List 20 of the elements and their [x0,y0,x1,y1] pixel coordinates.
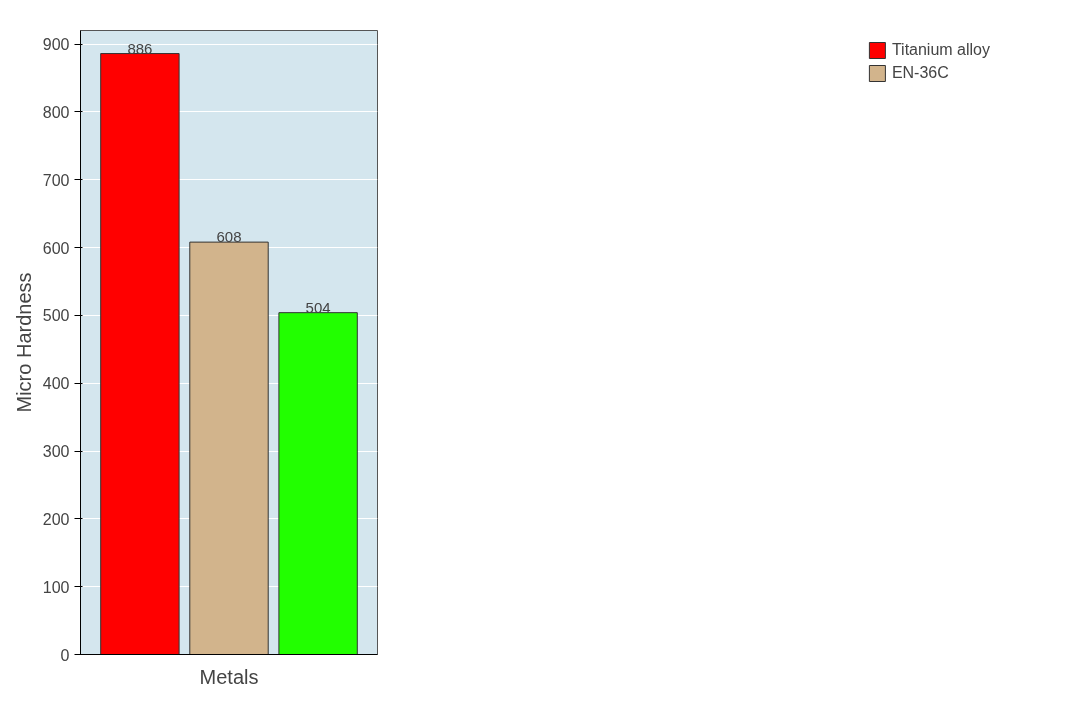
legend-label: EN-36C [891,64,949,82]
bar [100,53,180,655]
bar [189,241,269,655]
y-tick-label: 600 [42,239,70,257]
y-tick-label: 700 [42,171,70,189]
y-tick-label: 800 [42,103,70,121]
data-label: 886 [127,39,153,57]
y-tick-label: 200 [42,510,70,528]
legend-label: Titanium alloy [891,41,990,59]
y-tick-label: 100 [42,578,70,596]
x-axis-title: Metals [199,665,259,688]
data-label: 504 [305,298,331,316]
y-tick-label: 900 [42,36,70,54]
y-tick-label: 300 [42,443,70,461]
y-tick-label: 400 [42,375,70,393]
data-label: 608 [216,228,242,246]
y-axis-title: Micro Hardness [12,272,35,413]
y-tick-label: 0 [60,646,70,664]
y-tick-label: 500 [42,307,70,325]
bar [278,312,358,655]
